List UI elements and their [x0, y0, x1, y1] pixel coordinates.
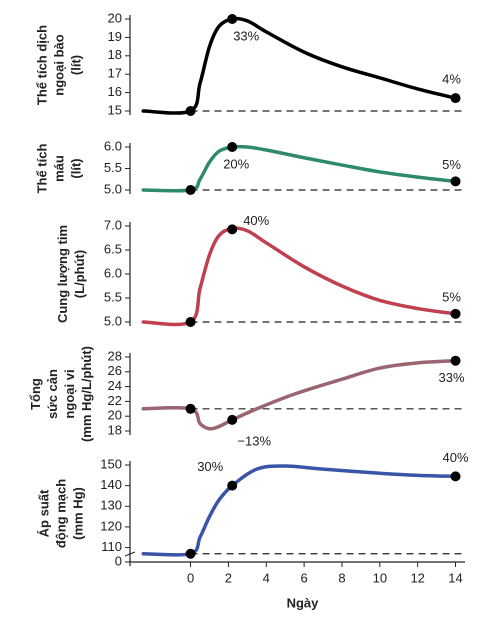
x-tick-label: 4 — [263, 570, 270, 585]
y-tick-label: 150 — [100, 456, 122, 471]
y-tick-label: 140 — [100, 477, 122, 492]
marker — [450, 355, 461, 366]
y-axis-label: ngoại bào — [51, 34, 66, 95]
line — [141, 144, 458, 193]
y-tick-label: 5.0 — [104, 181, 122, 196]
marker — [227, 224, 238, 235]
line — [141, 358, 458, 431]
y-tick-label: 6.5 — [104, 241, 122, 256]
data-label: 4% — [442, 72, 461, 87]
x-tick-label: 0 — [187, 570, 194, 585]
marker — [185, 317, 196, 327]
y-tick-label: 28 — [108, 348, 122, 363]
data-label: 40% — [443, 450, 469, 465]
y-tick-label: 15 — [108, 102, 122, 117]
data-label: 20% — [223, 156, 249, 171]
y-tick-label: 17 — [108, 66, 122, 81]
y-axis-label: (lít) — [68, 158, 83, 178]
x-tick-label: 12 — [410, 570, 424, 585]
y-axis-label: (L/phút) — [72, 250, 87, 298]
x-tick-label: 14 — [448, 570, 462, 585]
x-tick-label: 8 — [338, 570, 345, 585]
y-tick-label: 20 — [108, 408, 122, 423]
marker — [227, 14, 238, 24]
marker — [450, 93, 461, 104]
y-axis-label: Thể tích dịch — [34, 25, 49, 105]
y-tick-label: 120 — [100, 518, 122, 533]
y-axis-label: (mm Hg/L/phút) — [79, 346, 94, 442]
marker — [450, 308, 461, 319]
marker — [185, 548, 196, 559]
marker — [185, 106, 196, 116]
data-label: −13% — [237, 433, 271, 448]
y-tick-label: 5.5 — [104, 289, 122, 304]
y-axis-label: máu — [51, 155, 66, 182]
y-tick-label: 16 — [108, 84, 122, 99]
y-tick-label: 6.0 — [104, 265, 122, 280]
data-label: 30% — [197, 459, 223, 474]
line — [141, 226, 458, 327]
marker — [450, 471, 461, 482]
data-label: 33% — [439, 370, 465, 385]
line — [141, 16, 458, 115]
data-label: 40% — [243, 213, 269, 228]
x-tick-label: 6 — [301, 570, 308, 585]
y-tick-label: 26 — [108, 363, 122, 378]
y-axis-label: (lít) — [68, 55, 83, 75]
y-tick-label: 24 — [108, 378, 122, 393]
y-axis-label: Thể tích — [34, 144, 49, 194]
y-axis-label: (mm Hg) — [70, 487, 85, 540]
y-tick-label: 19 — [108, 29, 122, 44]
marker — [227, 480, 238, 491]
y-axis-label: Tổng — [28, 378, 43, 410]
y-tick-label: 5.0 — [104, 313, 122, 328]
y-axis-label: Cung lượng tim — [55, 225, 70, 323]
y-tick-label: 18 — [108, 47, 122, 62]
y-tick-label: 20 — [108, 10, 122, 25]
data-label: 5% — [442, 289, 461, 304]
marker — [185, 185, 196, 195]
x-axis-label: Ngày — [287, 595, 320, 610]
data-label: 5% — [442, 157, 461, 172]
marker — [185, 403, 196, 414]
y-tick-label: 7.0 — [104, 217, 122, 232]
y-tick-label: 110 — [101, 539, 122, 554]
y-axis-label: động mạch — [53, 479, 68, 548]
y-tick-label: 22 — [108, 393, 122, 408]
y-axis-label: Áp suất — [36, 489, 51, 537]
y-tick-label: 6.0 — [104, 138, 122, 153]
y-tick-label: 0 — [115, 553, 122, 568]
y-tick-label: 5.5 — [104, 160, 122, 175]
marker — [227, 414, 238, 425]
y-tick-label: 130 — [100, 498, 122, 513]
y-tick-label: 18 — [108, 422, 122, 437]
y-axis-label: ngoại vi — [62, 369, 77, 418]
data-label: 33% — [233, 28, 259, 43]
line — [141, 464, 458, 557]
axis-break — [124, 551, 136, 557]
x-tick-label: 2 — [225, 570, 232, 585]
marker — [450, 176, 461, 187]
x-tick-label: 10 — [373, 570, 387, 585]
marker — [227, 142, 238, 152]
y-axis-label: sức cản — [45, 369, 60, 419]
